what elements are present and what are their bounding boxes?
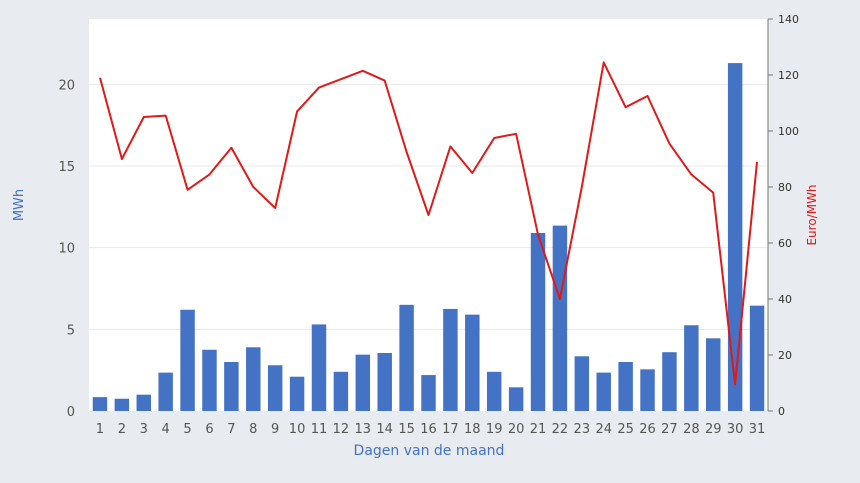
bar-series [92, 63, 765, 411]
x-tick-label: 20 [508, 422, 525, 437]
bar [684, 325, 699, 411]
bar [377, 353, 392, 411]
right-axis-ticks: 0 20 40 60 80 100 120 140 [768, 13, 799, 418]
x-tick-label: 22 [552, 422, 569, 437]
x-axis-label: Dagen van de maand [354, 443, 505, 459]
right-tick-label: 60 [778, 237, 792, 250]
x-tick-label: 1 [96, 422, 104, 437]
y-axis-left-label: MWh [12, 189, 27, 221]
right-tick-label: 140 [778, 13, 799, 26]
right-tick-label: 20 [778, 349, 792, 362]
bar [662, 352, 677, 411]
x-tick-label: 4 [162, 422, 170, 437]
x-tick-label: 5 [183, 422, 191, 437]
x-tick-label: 25 [617, 422, 634, 437]
right-tick-label: 100 [778, 125, 799, 138]
x-tick-label: 10 [289, 422, 306, 437]
bar [355, 354, 371, 411]
bar [727, 63, 743, 411]
bar [333, 371, 349, 411]
left-axis-ticks: 0 5 10 15 20 [58, 78, 75, 420]
x-tick-label: 21 [530, 422, 547, 437]
left-tick-label: 15 [58, 160, 75, 175]
bar [706, 338, 721, 411]
bar [640, 369, 655, 411]
x-tick-label: 26 [639, 422, 656, 437]
bar [618, 362, 633, 411]
bar [246, 347, 261, 411]
line-series [99, 61, 758, 386]
x-tick-label: 17 [442, 422, 459, 437]
x-tick-label: 23 [574, 422, 591, 437]
x-tick-label: 9 [271, 422, 279, 437]
bar [508, 387, 524, 411]
x-tick-label: 2 [118, 422, 126, 437]
bar [399, 304, 414, 411]
bar [267, 365, 283, 411]
bar [530, 232, 546, 411]
x-tick-label: 16 [420, 422, 437, 437]
bar [158, 372, 173, 411]
x-tick-label: 19 [486, 422, 503, 437]
x-tick-label: 31 [749, 422, 766, 437]
bar [311, 324, 327, 411]
bar [289, 376, 305, 411]
left-tick-label: 10 [58, 242, 75, 257]
x-tick-label: 18 [464, 422, 481, 437]
x-tick-label: 29 [705, 422, 722, 437]
x-tick-label: 14 [376, 422, 393, 437]
bar [443, 308, 458, 411]
left-tick-label: 20 [58, 78, 75, 93]
bar [202, 349, 217, 411]
price-line [99, 61, 758, 386]
y-axis-right-label: Euro/MWh [805, 184, 819, 245]
bar [421, 375, 436, 411]
right-tick-label: 80 [778, 181, 792, 194]
x-tick-label: 7 [227, 422, 235, 437]
bar [574, 356, 590, 411]
left-tick-label: 0 [67, 405, 75, 420]
x-tick-label: 6 [205, 422, 213, 437]
bar [114, 398, 130, 411]
x-tick-label: 30 [727, 422, 744, 437]
bar [136, 394, 151, 411]
bar [596, 372, 611, 411]
x-tick-label: 15 [398, 422, 415, 437]
x-tick-label: 28 [683, 422, 700, 437]
right-tick-label: 120 [778, 69, 799, 82]
gridlines [89, 83, 768, 330]
bar [180, 309, 195, 411]
bar [749, 305, 765, 411]
right-tick-label: 40 [778, 293, 792, 306]
bar [465, 314, 480, 411]
right-tick-label: 0 [778, 405, 785, 418]
x-tick-label: 27 [661, 422, 678, 437]
x-tick-label: 11 [311, 422, 328, 437]
x-axis-ticks: 1 2 3 4 5 6 7 8 9 10 11 12 13 14 15 16 17 18 19 20 21 22 23 24 2… [96, 422, 766, 437]
x-tick-label: 13 [355, 422, 372, 437]
bar [224, 362, 239, 411]
bar [552, 225, 568, 411]
x-tick-label: 8 [249, 422, 257, 437]
bar [92, 397, 108, 411]
x-tick-label: 3 [140, 422, 148, 437]
bar [486, 371, 502, 411]
x-tick-label: 12 [333, 422, 350, 437]
x-tick-label: 24 [595, 422, 612, 437]
left-tick-label: 5 [67, 323, 75, 338]
